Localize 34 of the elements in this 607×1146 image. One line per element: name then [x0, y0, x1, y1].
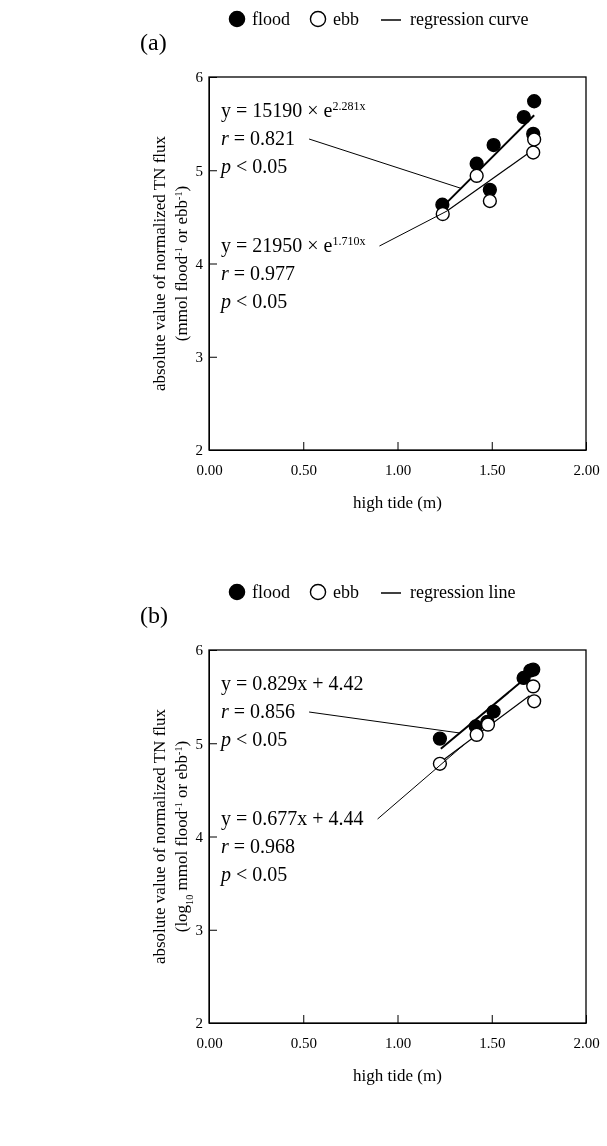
- y-tick-label: 6: [195, 69, 204, 86]
- text: y = 15190 × e$^{2.281x}$ r = 0.821 p < 0.05: [221, 99, 366, 177]
- y-tick-label: 4: [195, 828, 204, 845]
- text: y = 21950 × e$^{1.710x}$ r = 0.977 p < 0.05: [221, 234, 366, 312]
- x-tick-label: 0.50: [290, 461, 317, 478]
- y-tick-label: 5: [195, 735, 203, 752]
- x-tick-label: 1.00: [384, 461, 412, 478]
- x-tick-label: 1.50: [479, 461, 506, 478]
- x-tick-label: 2.00: [573, 1034, 600, 1051]
- y-tick-label: 3: [195, 349, 203, 366]
- annotation: y = 0.829x + 4.42 r = 0.856 p < 0.05: [219, 672, 364, 751]
- y-tick-label: 3: [195, 922, 203, 939]
- chart-title: (b): [140, 602, 168, 628]
- x-tick-label: 0.50: [290, 1034, 317, 1051]
- x-tick-label: 0.00: [196, 461, 223, 478]
- x-tick-label: 1.00: [384, 1034, 412, 1051]
- x-tick-label: 0.00: [196, 1034, 223, 1051]
- legend-label: flood: [252, 582, 290, 602]
- x-axis-title: high tide (m): [353, 1066, 442, 1085]
- x-tick-label: 1.50: [479, 1034, 506, 1051]
- legend-label: flood: [252, 9, 290, 29]
- annotation: y = 0.677x + 4.44 r = 0.968 p < 0.05: [219, 807, 364, 886]
- y-tick-label: 4: [195, 255, 204, 272]
- x-axis-title: high tide (m): [353, 493, 442, 512]
- legend-label: ebb: [333, 582, 359, 602]
- y-tick-label: 5: [195, 162, 203, 179]
- x-tick-label: 2.00: [573, 461, 600, 478]
- chart-title: (a): [140, 29, 167, 55]
- legend-label: ebb: [333, 9, 359, 29]
- legend-label: regression line: [410, 582, 516, 602]
- y-tick-label: 6: [195, 642, 204, 659]
- legend-label: regression curve: [410, 9, 529, 29]
- y-tick-label: 2: [195, 442, 203, 459]
- y-tick-label: 2: [195, 1015, 203, 1032]
